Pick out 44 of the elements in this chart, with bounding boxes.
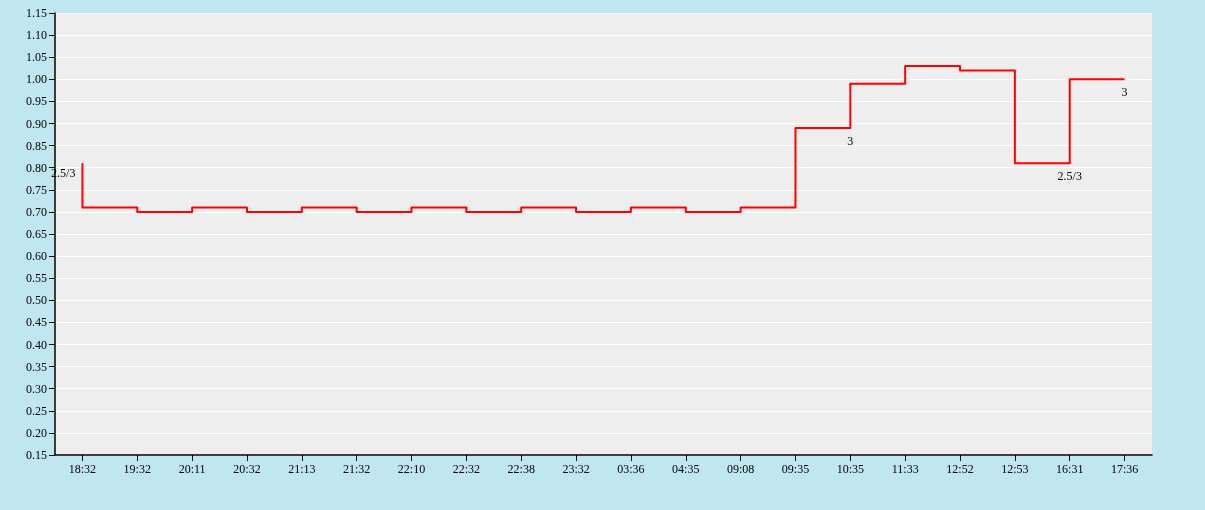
y-tick-label: 0.40 bbox=[26, 337, 47, 352]
x-tick-label: 12:52 bbox=[946, 462, 974, 476]
x-tick-label: 11:33 bbox=[891, 462, 919, 476]
x-tick-label: 19:32 bbox=[123, 462, 151, 476]
y-tick-label: 1.10 bbox=[26, 28, 47, 43]
annotation: 3 bbox=[1121, 85, 1128, 100]
y-tick-label: 0.70 bbox=[26, 204, 47, 219]
x-tick-label: 04:35 bbox=[672, 462, 700, 476]
y-tick-label: 0.20 bbox=[26, 425, 47, 440]
y-tick-label: 0.50 bbox=[26, 293, 47, 308]
x-tick-label: 17:36 bbox=[1110, 462, 1139, 476]
y-tick-label: 1.00 bbox=[26, 72, 47, 87]
x-tick-label: 12:53 bbox=[1001, 462, 1029, 476]
x-tick-label: 10:35 bbox=[836, 462, 864, 476]
y-tick-label: 0.85 bbox=[26, 138, 47, 153]
x-tick-label: 23:32 bbox=[562, 462, 590, 476]
y-tick-label: 0.95 bbox=[26, 94, 47, 109]
x-tick-label: 21:13 bbox=[288, 462, 316, 476]
y-tick-label: 0.80 bbox=[26, 160, 47, 175]
x-tick-label: 16:31 bbox=[1056, 462, 1084, 476]
y-tick-label: 0.65 bbox=[26, 227, 47, 241]
x-tick-label: 09:08 bbox=[726, 462, 755, 476]
y-tick-label: 0.60 bbox=[26, 249, 47, 264]
annotation: 2.5/3 bbox=[1057, 169, 1082, 184]
annotation: 3 bbox=[847, 133, 854, 148]
x-tick-label: 09:35 bbox=[781, 462, 810, 476]
y-tick-label: 0.15 bbox=[26, 448, 47, 462]
y-tick-label: 0.25 bbox=[26, 403, 47, 418]
x-tick-label: 22:10 bbox=[397, 462, 426, 476]
x-tick-label: 03:36 bbox=[617, 462, 645, 476]
y-tick-label: 0.30 bbox=[26, 381, 47, 396]
x-tick-label: 18:32 bbox=[68, 462, 97, 476]
x-tick-label: 22:38 bbox=[507, 462, 535, 476]
x-tick-label: 20:11 bbox=[178, 462, 206, 476]
x-tick-label: 22:32 bbox=[452, 462, 481, 476]
y-tick-label: 0.35 bbox=[26, 359, 47, 374]
y-tick-label: 0.75 bbox=[26, 182, 47, 197]
y-tick-label: 0.90 bbox=[26, 116, 47, 131]
y-tick-label: 1.05 bbox=[26, 50, 47, 65]
y-tick-label: 0.45 bbox=[26, 315, 47, 330]
x-tick-label: 20:32 bbox=[233, 462, 261, 476]
y-tick-label: 1.15 bbox=[26, 6, 47, 20]
y-tick-label: 0.55 bbox=[26, 271, 47, 286]
x-tick-label: 21:32 bbox=[343, 462, 371, 476]
